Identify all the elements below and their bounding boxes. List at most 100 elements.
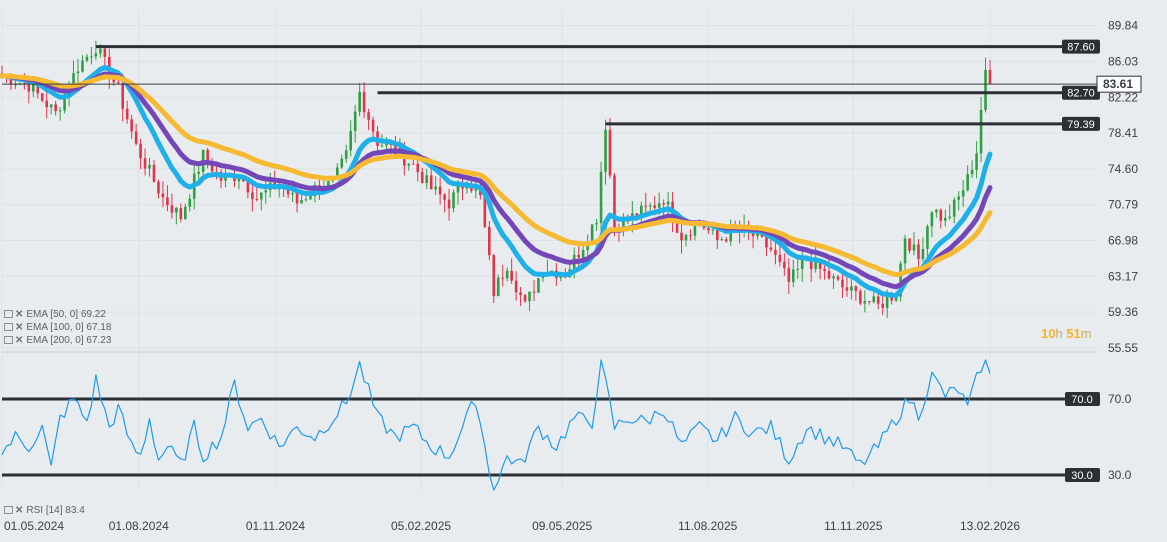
candle-body (492, 255, 496, 297)
rsi-tick-label: 70.0 (1108, 392, 1132, 406)
level-badge-label: 82.70 (1067, 88, 1095, 100)
rsi-level-badge (1065, 468, 1100, 482)
candle-body (707, 228, 710, 231)
candle-body (854, 286, 858, 292)
y-tick-label: 82.22 (1108, 90, 1138, 104)
candle-body (81, 60, 84, 72)
settings-icon[interactable] (4, 310, 13, 319)
candle-body (367, 112, 370, 120)
candle-body (259, 192, 263, 200)
candle-body (680, 232, 683, 241)
y-tick-label: 74.60 (1108, 162, 1138, 176)
candle-body (850, 286, 853, 291)
candle-body (581, 250, 585, 258)
candle-body (344, 150, 348, 159)
candle-body (809, 260, 813, 270)
close-icon[interactable]: ✕ (15, 322, 24, 333)
close-icon[interactable]: ✕ (15, 335, 24, 346)
candle-body (447, 199, 451, 209)
candle-body (425, 175, 429, 184)
candle-body (921, 248, 925, 259)
candle-body (881, 303, 885, 308)
legend-ema100-text: EMA [100, 0] 67.18 (26, 322, 112, 333)
candle-body (116, 82, 120, 84)
candle-body (197, 171, 201, 174)
candle-body (653, 205, 657, 208)
candle-body (657, 203, 661, 208)
candle-body (349, 131, 353, 151)
close-icon[interactable]: ✕ (15, 309, 24, 320)
close-icon[interactable]: ✕ (15, 505, 24, 516)
legend-ema100[interactable]: ✕ EMA [100, 0] 67.18 (4, 322, 111, 333)
candle-body (188, 198, 192, 207)
current-price-badge (1096, 75, 1142, 93)
candle-body (818, 259, 822, 269)
candle-body (966, 174, 969, 191)
x-tick-label: 05.02.2025 (391, 519, 451, 533)
candle-body (134, 131, 138, 144)
candle-body (416, 163, 420, 172)
y-tick-label: 89.84 (1108, 19, 1138, 33)
y-tick-label: 59.36 (1108, 305, 1138, 319)
candle-body (438, 186, 442, 195)
candle-body (103, 48, 107, 57)
candle-body (724, 239, 728, 242)
legend-ema50[interactable]: ✕ EMA [50, 0] 69.22 (4, 309, 106, 320)
candle-body (662, 203, 665, 205)
candle-body (443, 194, 446, 200)
candle-body (251, 192, 254, 199)
timer-hours: 10 (1041, 326, 1056, 341)
legend-ema200[interactable]: ✕ EMA [200, 0] 67.23 (4, 335, 111, 346)
candle-body (286, 188, 290, 195)
candle-body (979, 109, 983, 154)
settings-icon[interactable] (4, 336, 13, 345)
y-tick-label: 66.98 (1108, 234, 1138, 248)
candle-body (984, 69, 987, 110)
candle-body (876, 296, 880, 304)
candle-body (18, 82, 22, 85)
candle-body (94, 53, 98, 57)
rsi-level-badge-label: 70.0 (1071, 394, 1092, 406)
legend-rsi[interactable]: ✕ RSI [14] 83.4 (4, 505, 85, 516)
candle-body (139, 143, 142, 159)
candle-body (510, 270, 513, 281)
legend-rsi-text: RSI [14] 83.4 (26, 505, 85, 516)
candle-body (894, 296, 898, 301)
candle-body (613, 175, 616, 228)
candle-body (935, 209, 938, 213)
candle-body (148, 164, 151, 169)
y-tick-label: 63.17 (1108, 269, 1138, 283)
rsi-level-badge (1065, 392, 1100, 406)
candle-body (49, 104, 53, 108)
candle-body (778, 254, 782, 262)
candle-body (496, 277, 500, 297)
candle-body (872, 296, 876, 302)
candle-body (76, 71, 80, 74)
y-tick-label: 70.79 (1108, 198, 1138, 212)
x-tick-label: 13.02.2026 (960, 519, 1020, 533)
candle-body (157, 181, 160, 194)
candle-body (353, 111, 357, 132)
level-lines: 87.60 82.70 79.39 83.61 (2, 39, 1142, 131)
timer-minutes-unit: m (1080, 326, 1092, 341)
settings-icon[interactable] (4, 323, 13, 332)
candle-body (121, 83, 125, 109)
candle-body (206, 149, 209, 163)
candle-body (264, 190, 268, 193)
ema-line-50 (0, 64, 993, 298)
candle-body (85, 56, 89, 61)
candle-body (514, 280, 518, 293)
candle-body (912, 244, 916, 251)
candle-body (528, 291, 531, 302)
candle-body (479, 188, 482, 196)
candle-body (948, 216, 952, 218)
settings-icon[interactable] (4, 506, 13, 515)
candle-body (63, 94, 66, 111)
candle-body (130, 119, 133, 132)
candle-body (908, 238, 911, 251)
candle-body (420, 171, 424, 184)
level-badge (1062, 116, 1100, 131)
candle-body (684, 235, 688, 241)
candle-body (885, 296, 889, 308)
